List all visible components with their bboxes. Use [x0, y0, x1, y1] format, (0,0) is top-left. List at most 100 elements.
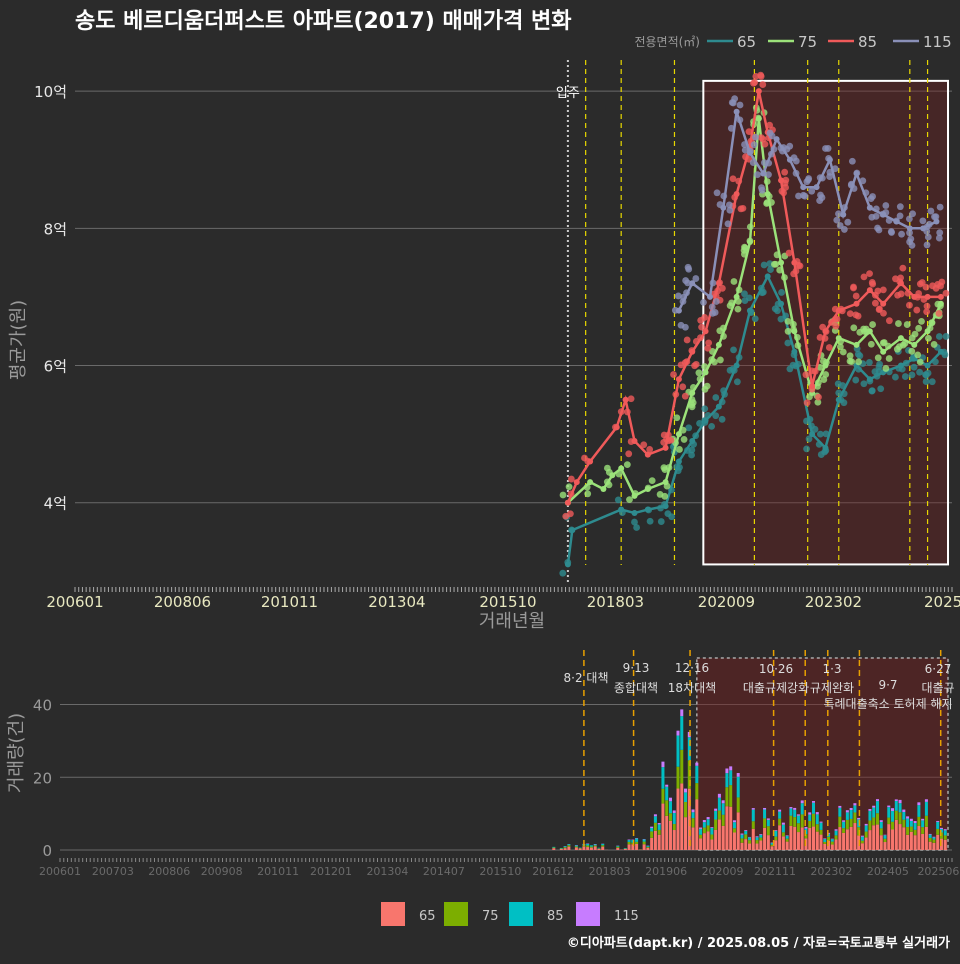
volume-bar: [944, 840, 947, 850]
scatter-point-75: [560, 492, 567, 499]
series-point-75: [898, 335, 904, 341]
x-tick-label: 202009: [698, 593, 755, 611]
volume-bar: [801, 803, 804, 814]
volume-bar: [786, 836, 789, 839]
scatter-point-115: [765, 171, 772, 178]
x-tick-label: 202302: [805, 593, 862, 611]
volume-bar: [865, 824, 868, 826]
volume-bar: [594, 844, 597, 845]
volume-bar: [643, 840, 646, 842]
volume-bar: [575, 846, 578, 847]
volume-bar: [793, 808, 796, 810]
scatter-point-115: [897, 203, 904, 210]
volume-bar: [582, 846, 585, 850]
scatter-point-75: [704, 383, 711, 390]
volume-bar: [737, 777, 740, 798]
series-point-115: [720, 205, 726, 211]
scatter-point-85: [872, 300, 879, 307]
volume-bar: [917, 802, 920, 805]
series-point-75: [600, 486, 606, 492]
series-point-115: [707, 294, 713, 300]
volume-bar: [586, 844, 589, 846]
volume-bar: [932, 837, 935, 839]
scatter-point-75: [649, 477, 656, 484]
volume-bar: [850, 808, 853, 810]
volume-bar: [718, 794, 721, 798]
volume-bar: [654, 816, 657, 822]
series-point-65: [676, 459, 682, 465]
volume-bar: [684, 817, 687, 850]
scatter-point-115: [700, 299, 707, 306]
series-point-75: [703, 369, 709, 375]
volume-bar: [699, 829, 702, 835]
scatter-point-65: [876, 361, 883, 368]
y-tick-label: 10억: [34, 83, 67, 101]
volume-bar: [793, 810, 796, 817]
volume-bar: [729, 785, 732, 807]
scatter-point-65: [922, 371, 929, 378]
x-tick-label: 200601: [46, 593, 103, 611]
series-point-85: [880, 301, 886, 307]
volume-bar: [899, 824, 902, 850]
volume-bar: [725, 787, 728, 806]
volume-bar: [733, 822, 736, 828]
scatter-point-75: [904, 321, 911, 328]
scatter-point-115: [924, 242, 931, 249]
series-point-115: [814, 184, 820, 190]
scatter-point-75: [731, 278, 738, 285]
volume-bar: [910, 832, 913, 850]
volume-bar: [744, 830, 747, 831]
scatter-point-75: [695, 369, 702, 376]
scatter-point-85: [670, 371, 677, 378]
volume-bar: [865, 832, 868, 838]
scatter-point-85: [892, 275, 899, 282]
volume-bar: [658, 823, 661, 824]
bar-x-tick-label: 200908: [201, 865, 243, 878]
volume-bar: [786, 835, 789, 836]
scatter-point-115: [888, 229, 895, 236]
volume-bar: [932, 843, 935, 850]
legend-title: 전용면적(㎡): [634, 35, 700, 49]
series-point-85: [734, 191, 740, 197]
scatter-point-85: [679, 383, 686, 390]
scatter-point-65: [778, 289, 785, 296]
volume-bar: [884, 842, 887, 850]
volume-bar: [921, 820, 924, 827]
legend-label-85: 85: [858, 33, 877, 51]
volume-bar: [567, 847, 570, 850]
series-point-75: [618, 465, 624, 471]
volume-bar: [820, 823, 823, 830]
volume-bar: [628, 842, 631, 844]
volume-bar: [575, 847, 578, 850]
scatter-point-115: [876, 227, 883, 234]
series-point-115: [676, 308, 682, 314]
scatter-point-85: [701, 314, 708, 321]
scatter-point-75: [918, 318, 925, 325]
volume-bar: [865, 825, 868, 831]
scatter-point-65: [734, 378, 741, 385]
scatter-point-85: [751, 79, 758, 86]
volume-bar: [665, 816, 668, 850]
x-tick-label: 201011: [261, 593, 318, 611]
scatter-point-115: [678, 322, 685, 329]
volume-bar: [853, 803, 856, 805]
scatter-point-65: [712, 394, 719, 401]
volume-bar: [793, 827, 796, 850]
series-point-85: [703, 328, 709, 334]
series-point-85: [716, 280, 722, 286]
volume-bar: [808, 812, 811, 814]
volume-bar: [676, 789, 679, 850]
volume-bar: [752, 808, 755, 810]
volume-bar: [789, 826, 792, 850]
bar-x-tick-label: 200703: [92, 865, 134, 878]
volume-bar: [594, 846, 597, 850]
scatter-point-115: [822, 145, 829, 152]
scatter-point-85: [625, 450, 632, 457]
series-point-85: [623, 397, 629, 403]
scatter-point-85: [876, 306, 883, 313]
scatter-point-85: [759, 81, 766, 88]
series-point-85: [854, 301, 860, 307]
volume-bar: [616, 847, 619, 848]
bar-x-tick-label: 201407: [423, 865, 465, 878]
scatter-point-65: [943, 333, 950, 340]
